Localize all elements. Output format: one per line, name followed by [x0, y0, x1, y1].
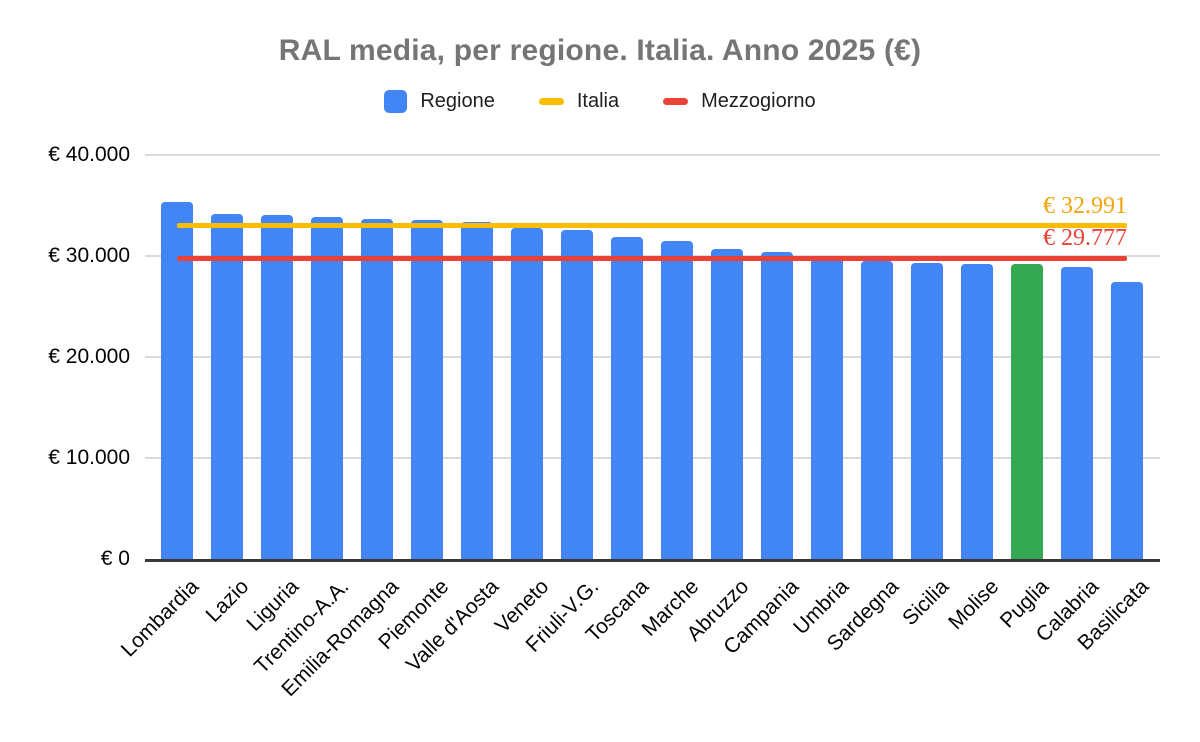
ref-line-label-italia: € 32.991: [1043, 192, 1127, 219]
legend-item-mezzogiorno: Mezzogiorno: [663, 90, 816, 113]
legend: Regione Italia Mezzogiorno: [0, 90, 1200, 113]
legend-swatch-mezzogiorno-icon: [663, 98, 689, 105]
gridline-10000: [145, 457, 1160, 459]
bar-valle-d-aosta[interactable]: [461, 221, 493, 559]
bar-calabria[interactable]: [1061, 267, 1093, 559]
bar-molise[interactable]: [961, 264, 993, 559]
y-tick-label: € 10.000: [48, 446, 130, 469]
bar-basilicata[interactable]: [1111, 282, 1143, 559]
bar-puglia[interactable]: [1011, 264, 1043, 559]
bar-liguria[interactable]: [261, 214, 293, 559]
ref-line-italia: [177, 223, 1127, 229]
y-tick-label: € 0: [100, 547, 130, 570]
ref-line-label-mezzogiorno: € 29.777: [1043, 225, 1127, 252]
legend-item-italia: Italia: [538, 90, 620, 113]
legend-label-mezzogiorno: Mezzogiorno: [701, 90, 816, 112]
plot-area: € 32.991 € 29.777: [145, 154, 1160, 562]
y-tick-label: € 20.000: [48, 345, 130, 368]
legend-label-italia: Italia: [576, 90, 620, 112]
bar-sardegna[interactable]: [861, 261, 893, 559]
bar-umbria[interactable]: [811, 257, 843, 559]
legend-label-regione: Regione: [420, 90, 495, 112]
bar-piemonte[interactable]: [411, 219, 443, 559]
bar-campania[interactable]: [761, 251, 793, 559]
bar-lombardia[interactable]: [161, 202, 193, 559]
bar-sicilia[interactable]: [911, 263, 943, 559]
bar-abruzzo[interactable]: [711, 248, 743, 559]
bar-marche[interactable]: [661, 240, 693, 559]
bar-veneto[interactable]: [511, 227, 543, 559]
bar-toscana[interactable]: [611, 236, 643, 559]
bar-trentino-a-a[interactable]: [311, 216, 343, 559]
chart-title: RAL media, per regione. Italia. Anno 202…: [278, 34, 922, 67]
gridline-20000: [145, 356, 1160, 358]
legend-item-regione: Regione: [384, 90, 495, 113]
bar-friuli-v-g[interactable]: [561, 229, 593, 559]
gridline-40000: [145, 154, 1160, 156]
y-tick-label: € 40.000: [48, 143, 130, 166]
bar-emilia-romagna[interactable]: [361, 218, 393, 559]
legend-swatch-regione-icon: [384, 90, 408, 113]
bar-lazio[interactable]: [211, 213, 243, 559]
ref-line-mezzogiorno: [177, 255, 1127, 261]
y-tick-label: € 30.000: [48, 244, 130, 267]
legend-swatch-italia-icon: [538, 98, 564, 105]
